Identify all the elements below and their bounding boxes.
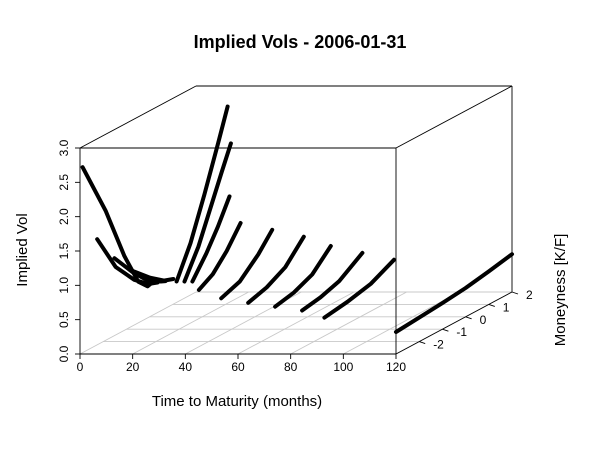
- box-edge: [395, 291, 513, 355]
- y-tick-mark: [442, 328, 449, 332]
- vol-smile-line: [300, 250, 365, 313]
- z-axis-label: Implied Vol: [14, 213, 31, 286]
- grid-line-x: [237, 291, 355, 355]
- z-tick-label: 3.0: [57, 139, 71, 156]
- y-tick-label: -1: [456, 325, 467, 339]
- y-tick-mark: [488, 303, 495, 307]
- floor-grid: [79, 291, 513, 355]
- z-tick-label: 0.0: [57, 345, 71, 362]
- grid-line-x: [79, 291, 197, 355]
- z-tick-label: 2.5: [57, 174, 71, 191]
- vol-smile-line: [196, 221, 243, 292]
- z-tick-label: 1.0: [57, 277, 71, 294]
- y-tick-label: -2: [433, 338, 444, 352]
- x-axis-label: Time to Maturity (months): [152, 393, 322, 410]
- x-tick-label: 40: [179, 360, 193, 374]
- y-tick-label: 0: [480, 313, 487, 327]
- vol-smile-line: [394, 252, 514, 334]
- chart-title: Implied Vols - 2006-01-31: [194, 32, 407, 52]
- x-tick-label: 80: [284, 360, 298, 374]
- vol-smile-line: [322, 257, 396, 320]
- box-edge: [79, 85, 197, 149]
- vol-smile-line: [273, 244, 333, 309]
- vol-smile-line: [182, 141, 233, 284]
- grid-line-x: [132, 291, 249, 355]
- y-tick-label: 1: [503, 300, 510, 314]
- vol-smile-line: [174, 104, 230, 284]
- z-tick-label: 1.5: [57, 242, 71, 259]
- x-tick-label: 100: [333, 360, 353, 374]
- x-tick-label: 120: [386, 360, 406, 374]
- vol-smile-line: [95, 237, 160, 286]
- x-tick-label: 60: [231, 360, 245, 374]
- y-tick-mark: [419, 341, 426, 345]
- vol-smile-line: [190, 194, 232, 284]
- axis-ticks: 0 20 40 60 80 100 1200.00.51.01.52.02.53.0-2-1…: [57, 139, 533, 374]
- y-tick-label: 2: [526, 288, 533, 302]
- z-tick-label: 2.0: [57, 208, 71, 225]
- box-edge: [395, 85, 513, 149]
- series-lines: [80, 104, 514, 334]
- vol-smile-line: [129, 268, 176, 283]
- vol-smile-line: [246, 234, 306, 305]
- y-axis-label: Moneyness [K/F]: [552, 234, 569, 347]
- z-tick-label: 0.5: [57, 311, 71, 328]
- x-tick-label: 0: [77, 360, 84, 374]
- y-tick-mark: [465, 316, 472, 320]
- plot-box: [79, 85, 513, 355]
- x-tick-label: 20: [126, 360, 140, 374]
- vol-smile-line: [219, 227, 275, 301]
- y-tick-mark: [511, 291, 519, 295]
- grid-line-x: [290, 291, 407, 355]
